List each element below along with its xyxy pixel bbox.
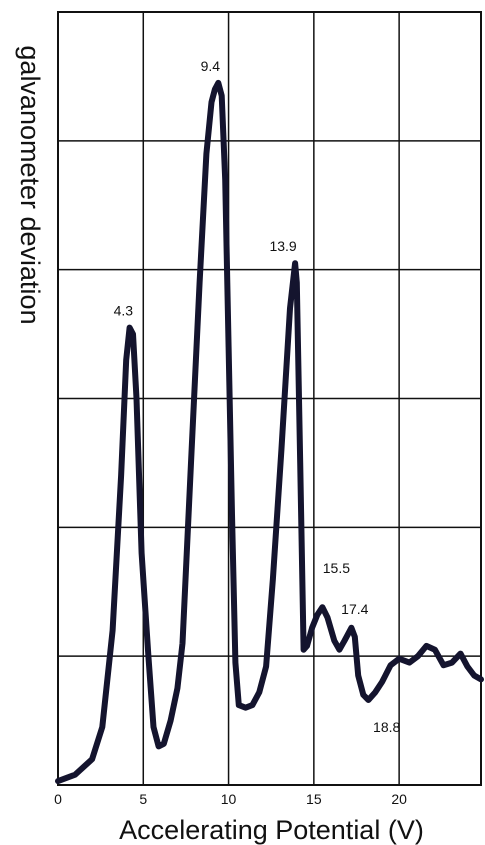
x-tick-label: 15: [306, 791, 322, 807]
peak-label: 17.4: [341, 601, 368, 617]
x-axis-label: Accelerating Potential (V): [119, 815, 424, 845]
x-tick-label: 20: [391, 791, 407, 807]
plot-frame: [57, 11, 482, 786]
peak-label: 13.9: [269, 238, 296, 254]
peak-label: 18.8: [373, 719, 400, 735]
peak-label: 4.3: [114, 303, 134, 319]
peak-labels: 4.3 9.4 13.9 15.5 17.4 18.8: [114, 58, 401, 735]
x-tick-labels: 0 5 10 15 20: [54, 791, 407, 807]
x-tick-label: 10: [221, 791, 237, 807]
x-tick-label: 5: [139, 791, 147, 807]
peak-label: 15.5: [323, 560, 350, 576]
series-line: [55, 79, 484, 785]
grid: [58, 12, 481, 785]
y-axis-label: galvanometer deviation: [15, 45, 45, 324]
peak-label: 9.4: [201, 58, 221, 74]
x-tick-label: 0: [54, 791, 62, 807]
